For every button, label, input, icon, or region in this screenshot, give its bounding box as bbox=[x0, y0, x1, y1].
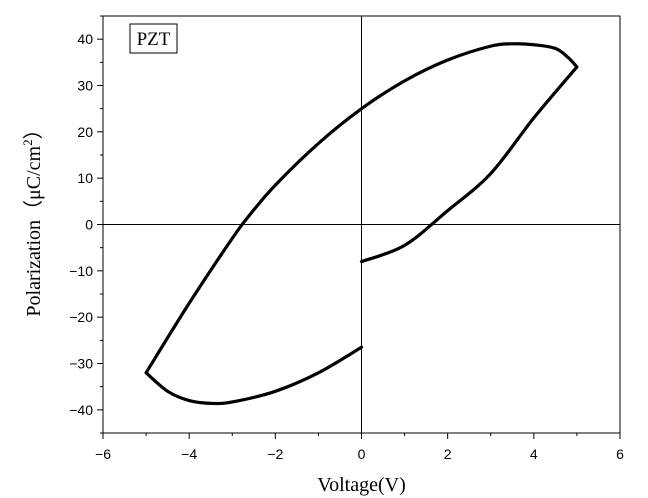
y-tick-label: −40 bbox=[69, 402, 93, 418]
x-tick-label: 0 bbox=[358, 446, 366, 462]
x-axis-title: Voltage(V) bbox=[317, 474, 406, 496]
x-tick-label: 2 bbox=[444, 446, 452, 462]
x-tick-label: −4 bbox=[181, 446, 197, 462]
legend-label: PZT bbox=[137, 29, 171, 50]
legend-box-frame bbox=[129, 23, 178, 54]
y-tick-label: −10 bbox=[69, 263, 93, 279]
y-tick-label: 40 bbox=[77, 31, 93, 47]
x-tick-label: −6 bbox=[95, 446, 111, 462]
y-tick-label: 20 bbox=[77, 124, 93, 140]
x-tick-label: 4 bbox=[530, 446, 538, 462]
y-tick-label: −20 bbox=[69, 309, 93, 325]
y-tick-label: 10 bbox=[77, 170, 93, 186]
legend-box: PZT bbox=[129, 23, 178, 54]
y-tick-label: 30 bbox=[77, 78, 93, 94]
y-axis-title-end: ） bbox=[22, 119, 45, 139]
y-axis-title-superscript: 2 bbox=[20, 139, 35, 146]
x-tick-label: 6 bbox=[616, 446, 624, 462]
y-axis-title-main: Polarization（μC/cm bbox=[22, 145, 45, 316]
x-tick-label: −2 bbox=[267, 446, 283, 462]
y-axis-title: Polarization（μC/cm2） bbox=[20, 119, 45, 316]
hysteresis-loop-line bbox=[144, 42, 579, 406]
y-tick-label: −30 bbox=[69, 356, 93, 372]
y-tick-label: 0 bbox=[85, 217, 93, 233]
